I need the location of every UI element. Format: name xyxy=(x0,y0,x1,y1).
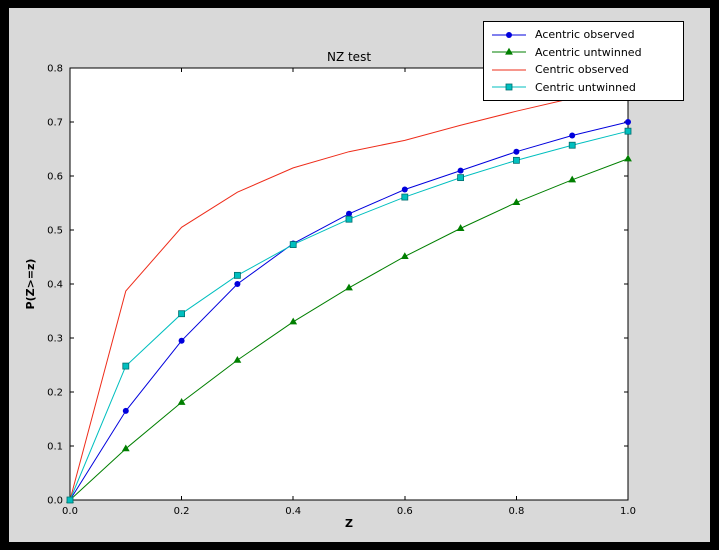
x-tick-label: 0.6 xyxy=(397,506,413,517)
series-acentric-untwinned xyxy=(66,154,632,503)
triangle-marker xyxy=(289,317,298,325)
square-marker xyxy=(513,156,520,164)
square-marker xyxy=(624,127,632,135)
legend-label: Centric untwinned xyxy=(535,80,636,94)
circle-marker xyxy=(401,186,408,193)
triangle-marker xyxy=(505,47,513,55)
circle-marker xyxy=(346,210,352,217)
circle-marker xyxy=(457,167,464,174)
square-marker xyxy=(178,310,186,318)
legend-item: Centric untwinned xyxy=(490,80,677,94)
x-tick-label: 0.8 xyxy=(508,506,524,517)
square-marker xyxy=(401,193,409,201)
circle-marker xyxy=(513,148,520,155)
triangle-marker xyxy=(568,175,577,183)
legend-sample-line xyxy=(492,69,526,71)
x-tick-label: 0.0 xyxy=(62,506,78,517)
x-tick-label: 0.2 xyxy=(174,506,190,517)
legend-sample-line xyxy=(492,47,526,55)
square-marker xyxy=(568,141,576,149)
legend: Acentric observed Acentric untwinned Cen… xyxy=(483,21,684,101)
y-tick-label: 0.6 xyxy=(47,172,63,183)
y-tick-label: 0.8 xyxy=(47,64,63,75)
circle-marker xyxy=(569,132,576,139)
triangle-marker xyxy=(345,283,353,291)
square-marker xyxy=(233,271,241,279)
square-marker xyxy=(457,174,465,182)
tick-labels: 0.0 0.2 0.4 0.6 0.8 1.0 0.0 0.1 0.2 0.3 0.4 0.5 0.6 0… xyxy=(47,64,636,518)
y-tick-label: 0.2 xyxy=(47,388,63,399)
triangle-marker xyxy=(121,444,130,452)
x-tick-label: 0.4 xyxy=(285,506,301,517)
y-tick-label: 0.0 xyxy=(47,496,63,507)
legend-sample-line xyxy=(492,31,526,38)
square-marker xyxy=(66,496,74,504)
series-centric-untwinned xyxy=(66,127,632,504)
circle-marker xyxy=(234,281,241,287)
legend-label: Centric observed xyxy=(535,63,629,77)
triangle-marker xyxy=(177,398,186,405)
circle-marker xyxy=(625,119,631,125)
triangle-marker xyxy=(233,355,242,363)
circle-marker xyxy=(506,31,512,38)
square-marker xyxy=(345,215,353,223)
legend-sample-line xyxy=(492,83,526,91)
square-marker xyxy=(122,362,130,370)
legend-item: Acentric untwinned xyxy=(490,45,677,59)
legend-label: Acentric observed xyxy=(535,28,635,42)
triangle-marker xyxy=(456,224,465,231)
square-marker xyxy=(289,241,297,248)
circle-marker xyxy=(178,337,185,344)
x-axis-label: Z xyxy=(345,517,353,530)
y-tick-label: 0.4 xyxy=(47,280,63,291)
series-line xyxy=(69,85,629,501)
triangle-marker xyxy=(624,154,632,162)
triangle-marker xyxy=(400,252,409,260)
triangle-marker xyxy=(512,198,521,206)
y-tick-label: 0.7 xyxy=(47,118,63,129)
y-axis-label: P(Z>=z) xyxy=(24,258,37,310)
y-tick-label: 0.3 xyxy=(47,334,63,345)
y-tick-label: 0.5 xyxy=(47,226,63,237)
legend-item: Acentric observed xyxy=(490,28,677,42)
legend-label: Acentric untwinned xyxy=(535,45,642,59)
square-marker xyxy=(505,83,513,91)
x-tick-label: 1.0 xyxy=(620,506,636,517)
legend-item: Centric observed xyxy=(490,63,677,77)
series-centric-observed xyxy=(69,85,629,501)
y-tick-label: 0.1 xyxy=(47,442,63,453)
circle-marker xyxy=(122,407,129,414)
chart-title: NZ test xyxy=(326,50,372,64)
